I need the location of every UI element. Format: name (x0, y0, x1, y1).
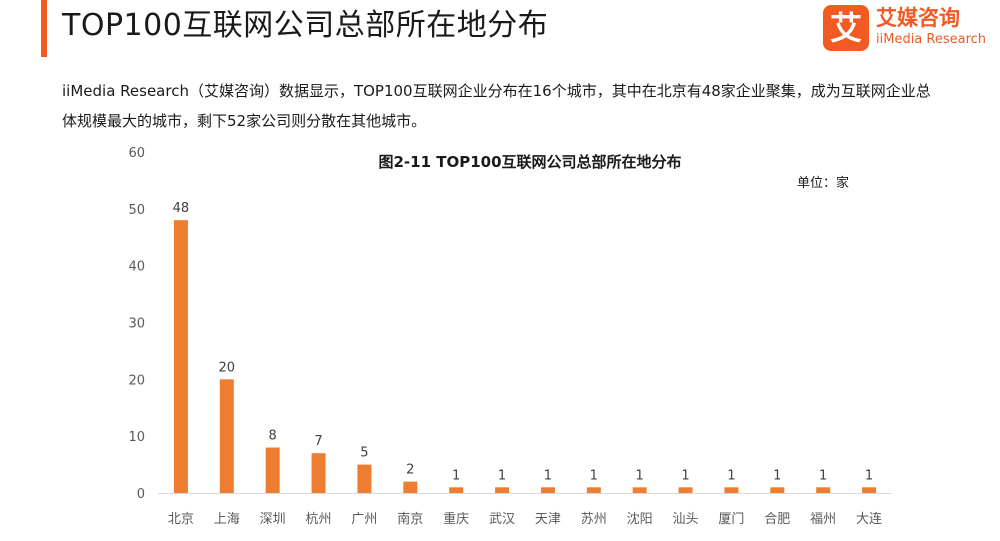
bar (632, 487, 647, 493)
y-tick-label: 60 (128, 146, 145, 161)
bar (495, 487, 510, 493)
bar (265, 447, 280, 493)
data-label: 1 (544, 468, 552, 483)
logo-name-cn: 艾媒咨询 (876, 6, 960, 30)
x-tick-label: 广州 (351, 512, 377, 527)
bar (816, 487, 831, 493)
data-label: 1 (865, 468, 873, 483)
data-label: 1 (773, 468, 781, 483)
data-label: 7 (314, 434, 322, 449)
bar (403, 481, 418, 493)
page-title: TOP100互联网公司总部所在地分布 (62, 8, 549, 43)
bar (724, 487, 739, 493)
y-tick-label: 40 (128, 260, 145, 275)
data-label: 20 (219, 360, 236, 375)
bar (173, 220, 188, 493)
x-tick-label: 厦门 (718, 512, 744, 527)
logo-name-en: iiMedia Research (876, 32, 987, 47)
bar (219, 379, 234, 493)
brand-logo: 艾 艾媒咨询 iiMedia Research (823, 5, 993, 51)
data-label: 2 (406, 463, 414, 478)
intro-paragraph: iiMedia Research（艾媒咨询）数据显示，TOP100互联网企业分布… (62, 82, 931, 130)
x-tick-label: 合肥 (764, 512, 790, 527)
x-tick-label: 大连 (856, 511, 882, 527)
x-tick-label: 沈阳 (627, 512, 653, 527)
data-label: 48 (173, 201, 190, 216)
bar (311, 453, 326, 493)
data-label: 5 (360, 446, 368, 461)
logo-mark-icon: 艾 (823, 5, 869, 51)
data-label: 1 (636, 468, 644, 483)
data-label: 1 (681, 468, 689, 483)
y-tick-label: 20 (128, 373, 145, 388)
bar (449, 487, 464, 493)
bar (540, 487, 555, 493)
x-tick-label: 苏州 (581, 511, 607, 527)
bar (862, 487, 877, 493)
title-accent-bar (41, 0, 47, 57)
data-label: 1 (590, 468, 598, 483)
data-label: 1 (452, 468, 460, 483)
y-tick-label: 10 (128, 430, 145, 445)
x-tick-label: 汕头 (673, 512, 699, 527)
data-label: 8 (269, 429, 277, 444)
chart-title: 图2-11 TOP100互联网公司总部所在地分布 (378, 153, 682, 171)
x-tick-label: 北京 (168, 512, 194, 527)
x-tick-label: 南京 (397, 511, 423, 527)
bar (678, 487, 693, 493)
bar (586, 487, 601, 493)
bar (770, 487, 785, 493)
x-tick-label: 深圳 (260, 512, 286, 527)
bar (357, 464, 372, 493)
unit-label: 单位：家 (797, 176, 850, 191)
y-tick-label: 50 (128, 203, 145, 218)
x-tick-label: 福州 (810, 512, 836, 527)
data-label: 1 (819, 468, 827, 483)
y-tick-label: 30 (128, 317, 145, 332)
x-tick-label: 上海 (214, 512, 240, 527)
data-label: 1 (498, 468, 506, 483)
x-tick-label: 天津 (535, 512, 561, 527)
x-tick-label: 武汉 (489, 512, 515, 527)
x-tick-label: 杭州 (306, 512, 332, 527)
x-tick-label: 重庆 (443, 511, 469, 527)
y-tick-label: 0 (137, 487, 145, 502)
data-label: 1 (727, 468, 735, 483)
